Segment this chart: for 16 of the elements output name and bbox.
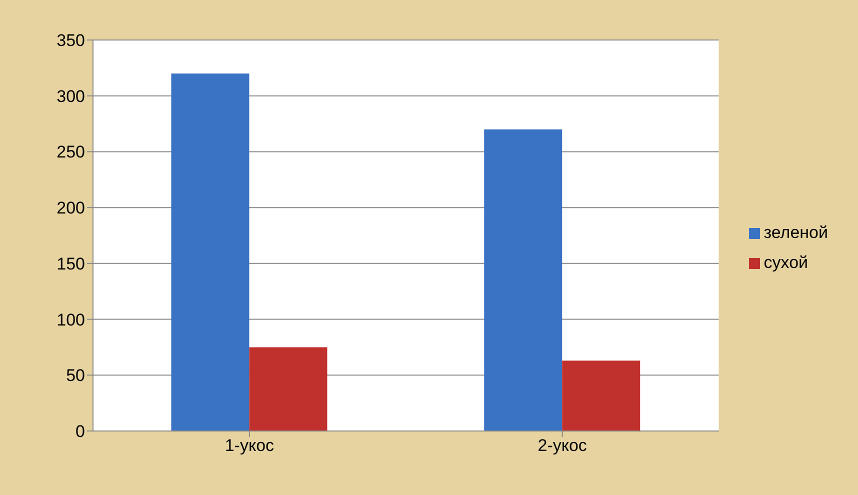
y-tick-label: 0 (76, 422, 85, 442)
y-tick-label: 100 (56, 310, 85, 330)
bar (484, 129, 562, 431)
y-tick-label: 250 (56, 142, 85, 162)
bar (249, 347, 328, 431)
y-tick-label: 150 (56, 254, 85, 274)
y-tick-label: 300 (56, 86, 85, 106)
x-tick-label: 2-укос (538, 436, 588, 456)
bar (562, 360, 640, 431)
x-tick-label: 1-укос (224, 436, 275, 456)
bar (171, 74, 250, 431)
y-tick-label: 200 (56, 198, 85, 218)
legend-label: зеленой (764, 222, 828, 242)
legend-label: сухой (764, 252, 808, 272)
y-tick-label: 50 (66, 366, 85, 386)
y-tick-label: 350 (56, 31, 85, 50)
